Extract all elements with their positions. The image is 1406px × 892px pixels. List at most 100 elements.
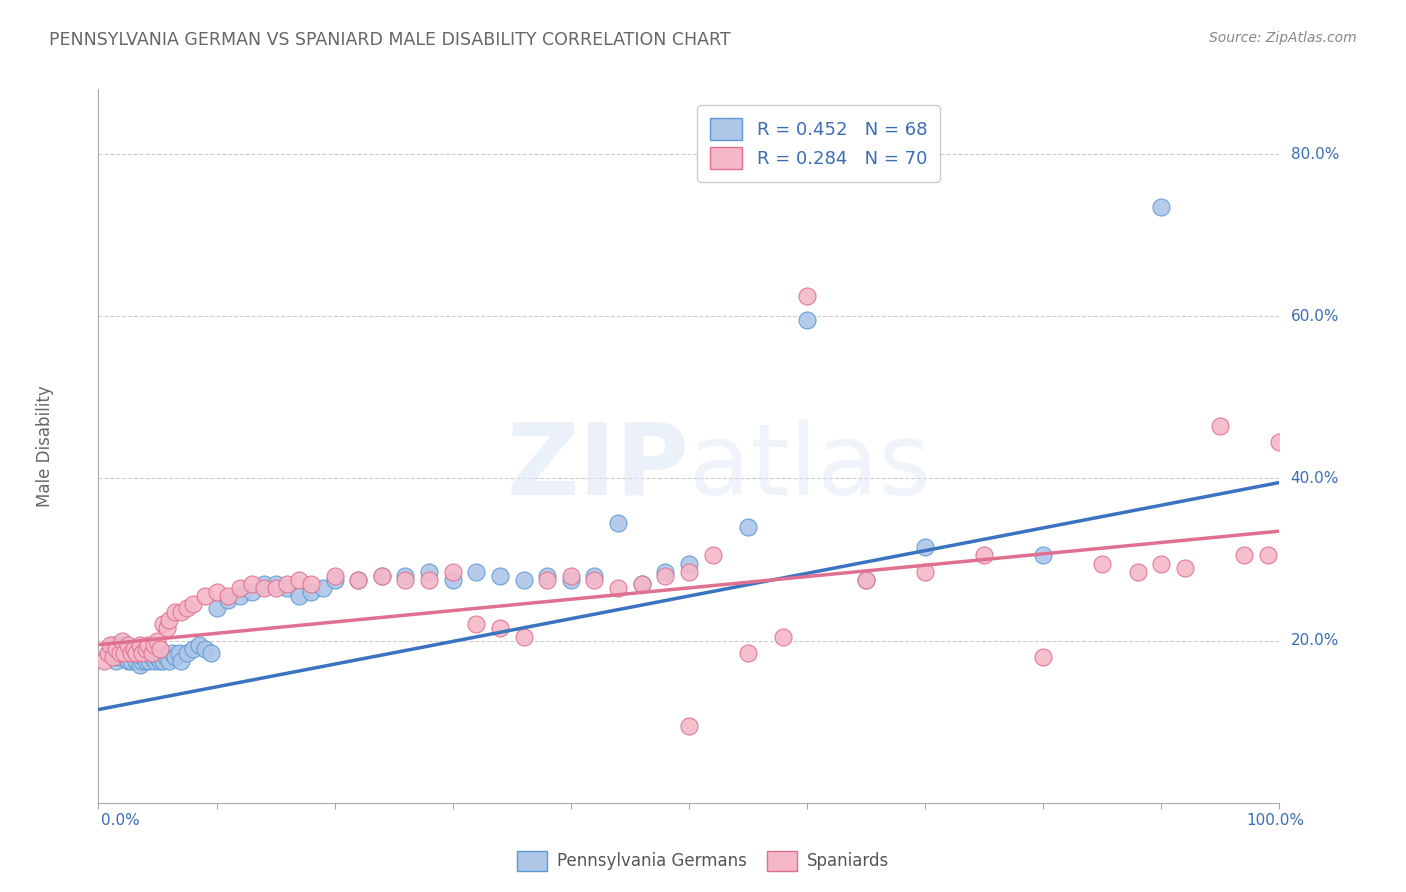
Point bbox=[170, 654, 193, 668]
Point bbox=[737, 646, 759, 660]
Point bbox=[135, 654, 157, 668]
Point bbox=[264, 577, 287, 591]
Point bbox=[441, 565, 464, 579]
Point bbox=[253, 581, 276, 595]
Point bbox=[465, 565, 488, 579]
Point bbox=[217, 589, 239, 603]
Point bbox=[1268, 434, 1291, 449]
Point bbox=[796, 313, 818, 327]
Point bbox=[583, 573, 606, 587]
Point bbox=[176, 646, 198, 660]
Point bbox=[654, 568, 676, 582]
Point bbox=[112, 646, 135, 660]
Text: ZIP: ZIP bbox=[506, 419, 689, 516]
Point bbox=[125, 646, 148, 660]
Point bbox=[583, 568, 606, 582]
Point bbox=[1091, 557, 1114, 571]
Point bbox=[914, 541, 936, 555]
Point bbox=[146, 633, 169, 648]
Point bbox=[149, 654, 172, 668]
Point bbox=[101, 649, 124, 664]
Text: 60.0%: 60.0% bbox=[1291, 309, 1339, 324]
Point bbox=[560, 568, 582, 582]
Point bbox=[737, 520, 759, 534]
Point bbox=[371, 568, 394, 582]
Point bbox=[678, 565, 700, 579]
Text: 20.0%: 20.0% bbox=[1291, 633, 1339, 648]
Point bbox=[157, 654, 180, 668]
Point bbox=[678, 557, 700, 571]
Point bbox=[418, 573, 440, 587]
Point bbox=[105, 654, 128, 668]
Point bbox=[855, 573, 877, 587]
Legend: R = 0.452   N = 68, R = 0.284   N = 70: R = 0.452 N = 68, R = 0.284 N = 70 bbox=[697, 105, 939, 182]
Point bbox=[772, 630, 794, 644]
Point bbox=[205, 601, 228, 615]
Point bbox=[371, 568, 394, 582]
Point bbox=[678, 719, 700, 733]
Point bbox=[152, 617, 174, 632]
Point bbox=[1257, 549, 1279, 563]
Point bbox=[489, 622, 512, 636]
Point bbox=[194, 589, 217, 603]
Point bbox=[165, 605, 187, 619]
Point bbox=[152, 654, 174, 668]
Point bbox=[312, 581, 335, 595]
Point bbox=[536, 568, 558, 582]
Legend: Pennsylvania Germans, Spaniards: Pennsylvania Germans, Spaniards bbox=[509, 842, 897, 880]
Point bbox=[122, 641, 145, 656]
Point bbox=[654, 565, 676, 579]
Point bbox=[156, 622, 179, 636]
Point bbox=[1032, 649, 1054, 664]
Point bbox=[131, 654, 153, 668]
Point bbox=[914, 565, 936, 579]
Point bbox=[157, 613, 180, 627]
Point bbox=[200, 646, 222, 660]
Point bbox=[167, 646, 190, 660]
Point bbox=[347, 573, 370, 587]
Point bbox=[108, 649, 131, 664]
Point bbox=[141, 646, 163, 660]
Point bbox=[121, 654, 143, 668]
Point bbox=[217, 593, 239, 607]
Point bbox=[117, 638, 139, 652]
Point bbox=[170, 605, 193, 619]
Point bbox=[176, 601, 198, 615]
Point bbox=[143, 654, 166, 668]
Point bbox=[112, 646, 135, 660]
Point bbox=[142, 646, 165, 660]
Point bbox=[181, 641, 204, 656]
Point bbox=[240, 577, 263, 591]
Point bbox=[1126, 565, 1149, 579]
Point bbox=[630, 577, 652, 591]
Point bbox=[1233, 549, 1256, 563]
Point bbox=[111, 638, 134, 652]
Point bbox=[93, 654, 115, 668]
Point bbox=[138, 654, 160, 668]
Point bbox=[253, 577, 276, 591]
Point bbox=[97, 646, 120, 660]
Point bbox=[796, 289, 818, 303]
Point bbox=[607, 516, 630, 530]
Point bbox=[1150, 557, 1173, 571]
Point bbox=[150, 646, 173, 660]
Point bbox=[973, 549, 995, 563]
Text: 80.0%: 80.0% bbox=[1291, 146, 1339, 161]
Point bbox=[160, 646, 183, 660]
Point bbox=[702, 549, 724, 563]
Point bbox=[141, 649, 163, 664]
Point bbox=[127, 646, 149, 660]
Point bbox=[187, 638, 209, 652]
Point bbox=[181, 597, 204, 611]
Point bbox=[117, 654, 139, 668]
Point bbox=[394, 568, 416, 582]
Point bbox=[98, 638, 121, 652]
Point bbox=[441, 573, 464, 587]
Point bbox=[142, 638, 165, 652]
Point bbox=[194, 641, 217, 656]
Point bbox=[512, 573, 534, 587]
Text: Source: ZipAtlas.com: Source: ZipAtlas.com bbox=[1209, 31, 1357, 45]
Point bbox=[149, 641, 172, 656]
Point bbox=[288, 589, 311, 603]
Point bbox=[132, 649, 155, 664]
